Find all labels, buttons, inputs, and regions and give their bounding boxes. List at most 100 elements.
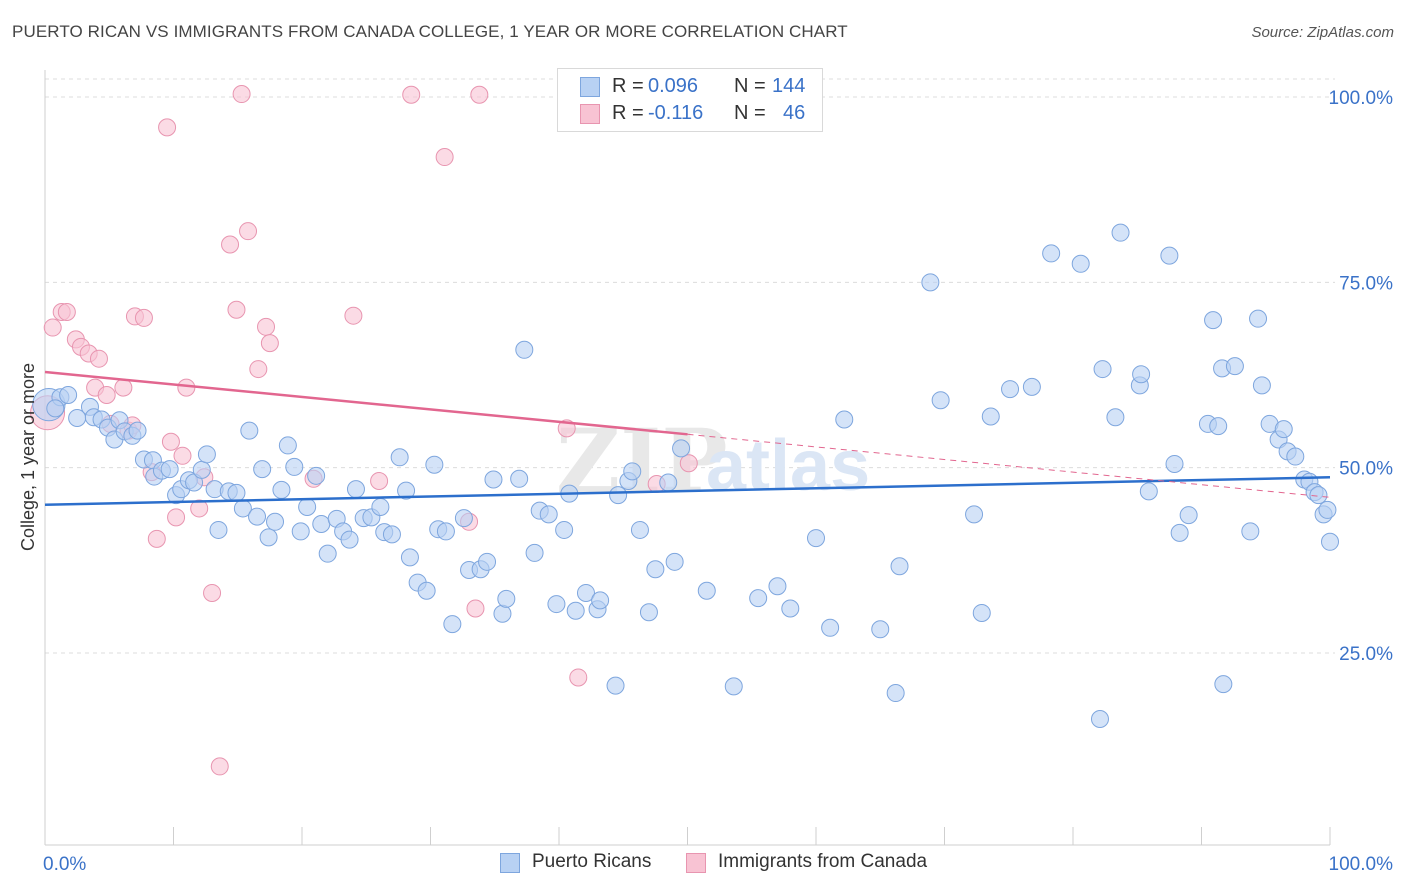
puerto-ricans-point [1286,447,1305,466]
puerto-ricans-point [646,560,665,579]
puerto-ricans-point [493,604,512,623]
puerto-ricans-point [1179,506,1198,525]
puerto-ricans-point [639,603,658,622]
puerto-ricans-point [253,460,272,479]
puerto-ricans-point [278,436,297,455]
puerto-ricans-point [443,615,462,634]
y-tick-label: 100.0% [1329,88,1394,109]
immigrants-from-canada-point [167,508,186,527]
puerto-ricans-point [965,505,984,524]
stats-legend: R = 0.096 N = 144 R = -0.116 N = 46 [557,68,823,132]
puerto-ricans-point [390,448,409,467]
immigrants-from-canada-point [158,118,177,137]
puerto-ricans-point [623,462,642,481]
immigrants-from-canada-swatch [686,853,706,873]
puerto-ricans-point [454,509,473,528]
immigrants-from-canada-point [569,668,588,687]
immigrants-from-canada-point [177,378,196,397]
watermark-atlas: atlas [706,426,870,506]
immigrants-from-canada-point [239,222,258,241]
puerto-ricans-point [1252,376,1271,395]
puerto-ricans-point [591,591,610,610]
immigrants-from-canada-point [402,85,421,104]
puerto-ricans-point [890,557,909,576]
puerto-ricans-point [510,469,529,488]
puerto-ricans-point [1209,417,1228,436]
puerto-ricans-point [807,529,825,548]
puerto-ricans-point [749,589,768,608]
puerto-ricans-swatch [500,853,520,873]
puerto-ricans-point [266,512,285,531]
puerto-ricans-point [1318,500,1337,519]
puerto-ricans-point [1106,408,1125,427]
puerto-ricans-point [1132,365,1151,384]
puerto-ricans-point [307,466,326,485]
puerto-ricans-point [1160,246,1179,265]
r-label: R = [612,75,644,97]
puerto-ricans-point [515,340,534,359]
puerto-ricans-point [1111,223,1130,242]
immigrants-from-canada-point [57,302,76,321]
puerto-ricans-point [921,273,940,292]
puerto-ricans-point [1274,420,1293,439]
puerto-ricans-point [128,421,147,440]
puerto-ricans-point [1090,709,1109,728]
n-value: 144 [772,75,806,97]
immigrants-from-canada-point [435,148,454,167]
puerto-ricans-point [1225,357,1244,376]
puerto-ricans-point [1249,309,1268,328]
chart-source: Source: ZipAtlas.com [1251,24,1394,41]
puerto-ricans-point [1001,380,1020,399]
immigrants-from-canada-swatch [580,104,600,124]
immigrants-from-canada-point [370,472,389,491]
puerto-ricans-point [240,421,259,440]
puerto-ricans-point [1309,486,1328,505]
n-value: 46 [783,102,806,124]
r-value: -0.116 [648,102,704,124]
watermark-zip: ZIP [556,409,728,513]
puerto-ricans-point [425,455,444,474]
x-tick-label: 0.0% [43,854,86,875]
immigrants-from-canada-point [203,583,222,602]
legend-label: Puerto Ricans [532,851,652,872]
n-label: N = [734,75,766,97]
puerto-ricans-point [312,515,331,534]
immigrants-from-canada-point [190,499,209,518]
puerto-ricans-point [1139,482,1158,501]
puerto-ricans-point [160,460,179,479]
axis-layer [44,70,1331,846]
immigrants-from-canada-point [249,360,268,379]
puerto-ricans-point [1204,311,1223,330]
puerto-ricans-point [192,460,211,479]
puerto-ricans-point [630,520,649,539]
puerto-ricans-point [318,544,337,563]
puerto-ricans-point [659,473,678,492]
puerto-ricans-point [272,480,291,499]
puerto-ricans-point [436,522,455,541]
puerto-ricans-point [768,577,787,596]
y-tick-label: 75.0% [1339,273,1393,294]
immigrants-from-canada-point [344,306,363,325]
puerto-ricans-point [298,497,317,516]
puerto-ricans-point [835,410,854,429]
puerto-ricans-point [1022,377,1041,396]
puerto-ricans-point [566,601,585,620]
label-layer: 25.0% 50.0% 75.0% 100.0% 0.0% 100.0% College, … [18,88,1393,875]
puerto-ricans-point [555,520,574,539]
puerto-ricans-point [285,457,304,476]
puerto-ricans-point [397,481,416,500]
immigrants-from-canada-point [210,757,229,776]
puerto-ricans-point [382,525,401,544]
puerto-ricans-point [478,552,497,571]
puerto-ricans-point [417,581,436,600]
puerto-ricans-point [1214,675,1233,694]
puerto-ricans-point [886,684,905,703]
puerto-ricans-point [1241,522,1260,541]
immigrants-from-canada-point [232,85,251,104]
puerto-ricans-point [821,618,840,637]
puerto-ricans-point [1071,254,1090,273]
puerto-ricans-point [665,552,684,571]
puerto-ricans-point [1165,454,1184,473]
r-label: R = [612,102,644,124]
puerto-ricans-point [400,548,419,567]
